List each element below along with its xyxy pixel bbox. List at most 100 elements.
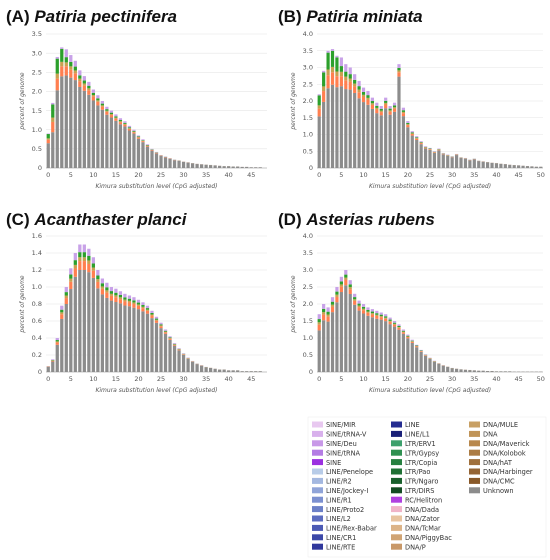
bar-segment-ltr bbox=[379, 108, 383, 111]
bar-segment-unknown bbox=[353, 304, 357, 372]
bar-segment-dna-other bbox=[73, 70, 77, 74]
bar-segment-unknown bbox=[481, 161, 485, 168]
panel-c: (C) Acanthaster planci 0 0.2 0.4 0.6 0.8 1.0 1… bbox=[6, 210, 267, 394]
bar bbox=[357, 80, 361, 168]
legend-item: LTR/Ngaro bbox=[391, 478, 438, 486]
bar-segment-dna bbox=[361, 97, 366, 103]
bar-segment-dna bbox=[415, 346, 419, 348]
bar-segment-unknown bbox=[51, 132, 55, 168]
bar-segment-unknown bbox=[397, 76, 401, 168]
bar-segment-unknown bbox=[64, 304, 68, 372]
bar-segment-dna bbox=[78, 261, 82, 270]
bar bbox=[46, 366, 50, 372]
bar-segment-ltr bbox=[114, 116, 118, 118]
y-axis-label: percent of genome bbox=[19, 275, 26, 334]
bar-segment-dna bbox=[64, 66, 68, 76]
bar-segment-unknown bbox=[136, 138, 141, 168]
bar-segment-sine bbox=[322, 304, 326, 309]
bar-segment-unknown bbox=[499, 163, 503, 168]
bar-segment-dna-other bbox=[46, 138, 50, 140]
bar bbox=[508, 164, 512, 168]
bar-segment-sine bbox=[375, 310, 379, 314]
bar bbox=[317, 314, 321, 372]
bar-segment-dna-other bbox=[78, 78, 82, 82]
bar bbox=[78, 244, 82, 372]
bar bbox=[236, 166, 240, 168]
bar-segment-dna bbox=[118, 122, 123, 125]
bar bbox=[406, 121, 410, 168]
legend-item: LTR/Gypsy bbox=[391, 449, 439, 457]
bar-segment-unknown bbox=[437, 363, 441, 372]
legend-item: LTR/DIRS bbox=[391, 487, 434, 495]
bar-segment-dna-other bbox=[415, 138, 419, 139]
legend-label: SINE/MIR bbox=[326, 421, 356, 429]
bar bbox=[454, 153, 459, 168]
bar-segment-ltr bbox=[64, 57, 68, 63]
bar-segment-unknown bbox=[339, 86, 343, 168]
bar-segment-dna-other bbox=[397, 327, 401, 328]
bar-segment-sine bbox=[397, 324, 401, 326]
x-tick-label: 30 bbox=[179, 375, 187, 383]
panel-c-plot: 0 0.2 0.4 0.6 0.8 1.0 1.2 1.4 1.6 0 5 10 15 20 25 30 35 4… bbox=[19, 232, 267, 394]
bar-segment-ltr bbox=[78, 252, 82, 258]
bar-segment-sine bbox=[392, 102, 397, 106]
bar bbox=[441, 152, 445, 168]
bar bbox=[423, 146, 428, 168]
legend-item: LINE/L2 bbox=[312, 515, 351, 523]
bar-segment-dna-other bbox=[392, 107, 397, 109]
legend-label: LINE/R2 bbox=[326, 478, 352, 486]
bar-segment-sine bbox=[123, 293, 127, 298]
bar-segment-ltr bbox=[339, 281, 343, 285]
bar-segment-unknown bbox=[177, 350, 181, 372]
bar-segment-unknown bbox=[163, 333, 168, 372]
legend-swatch bbox=[391, 543, 402, 550]
x-axis-label: Kimura substitution level (CpG adjusted) bbox=[95, 387, 217, 394]
bar bbox=[344, 64, 348, 168]
bar bbox=[503, 371, 507, 372]
bar-segment-unknown bbox=[181, 354, 186, 372]
bar bbox=[127, 295, 132, 372]
bar-segment-ltr bbox=[401, 330, 406, 332]
bar-segment-dna bbox=[330, 72, 335, 85]
bar bbox=[441, 365, 445, 372]
bar-segment-sine bbox=[82, 244, 86, 253]
legend-item: DNA/hAT bbox=[469, 459, 513, 467]
legend-label: DNA/TcMar bbox=[405, 525, 441, 533]
x-tick-label: 10 bbox=[89, 375, 97, 383]
bar-segment-ltr bbox=[370, 311, 374, 314]
bar bbox=[379, 106, 383, 168]
bar bbox=[335, 55, 339, 168]
bar-segment-sine bbox=[141, 139, 145, 141]
bar-segment-unknown bbox=[69, 289, 73, 372]
y-axis-label: percent of genome bbox=[290, 72, 297, 131]
bar bbox=[218, 165, 222, 168]
bar-segment-dna-other bbox=[109, 114, 114, 116]
x-tick-label: 30 bbox=[179, 171, 187, 179]
bar bbox=[204, 366, 208, 372]
bar bbox=[227, 166, 231, 168]
bar-segment-dna bbox=[163, 332, 168, 334]
bar-segment-dna bbox=[136, 305, 141, 310]
legend-label: DNA/P bbox=[405, 543, 426, 551]
bar bbox=[477, 370, 481, 372]
bar-segment-unknown bbox=[530, 166, 534, 168]
y-tick-label: 3.0 bbox=[32, 49, 42, 57]
bar-segment-sine bbox=[150, 310, 154, 314]
bar-segment-unknown bbox=[150, 150, 154, 168]
bar-segment-sine bbox=[353, 293, 357, 298]
bar-segment-sine bbox=[339, 276, 343, 282]
bar bbox=[195, 163, 199, 168]
bar-segment-sine bbox=[326, 307, 330, 312]
bar-segment-unknown bbox=[370, 317, 374, 372]
bar bbox=[213, 165, 217, 168]
legend-swatch bbox=[469, 477, 480, 484]
bar-segment-dna bbox=[348, 81, 352, 90]
bar-segment-dna-other bbox=[154, 319, 159, 321]
bar-segment-dna bbox=[168, 338, 172, 340]
bar-segment-ltr bbox=[339, 66, 343, 72]
bar-segment-sine bbox=[114, 114, 118, 117]
bar-segment-dna bbox=[348, 289, 352, 294]
panel-d-species: Asterias rubens bbox=[305, 210, 435, 229]
bar-segment-unknown bbox=[208, 165, 213, 168]
y-tick-label: 3.5 bbox=[32, 30, 42, 38]
